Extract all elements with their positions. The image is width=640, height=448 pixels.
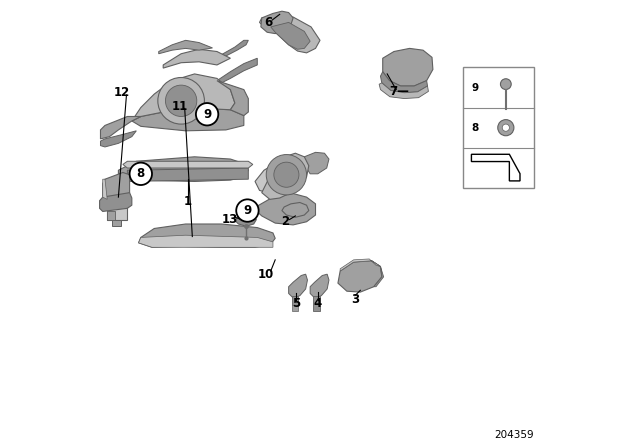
Text: 9: 9 — [472, 83, 479, 93]
Polygon shape — [100, 131, 136, 147]
Circle shape — [274, 162, 299, 187]
Polygon shape — [118, 157, 248, 181]
Polygon shape — [289, 274, 307, 298]
Text: 2: 2 — [282, 215, 289, 228]
Polygon shape — [383, 48, 433, 86]
Circle shape — [158, 78, 204, 124]
Polygon shape — [102, 179, 107, 199]
Text: 9: 9 — [203, 108, 211, 121]
Polygon shape — [305, 152, 329, 174]
Polygon shape — [107, 206, 127, 220]
Text: 6: 6 — [264, 16, 273, 29]
Text: 13: 13 — [221, 213, 237, 226]
Polygon shape — [338, 261, 382, 292]
Polygon shape — [107, 211, 115, 220]
Text: 10: 10 — [258, 267, 275, 281]
Circle shape — [236, 199, 259, 222]
Text: 9: 9 — [243, 204, 252, 217]
Polygon shape — [261, 11, 293, 34]
Polygon shape — [127, 168, 248, 181]
Polygon shape — [159, 40, 212, 54]
Polygon shape — [107, 184, 127, 199]
Polygon shape — [138, 235, 273, 247]
Polygon shape — [380, 72, 428, 93]
Polygon shape — [235, 215, 257, 226]
Text: 7—: 7— — [389, 85, 410, 99]
Polygon shape — [340, 259, 380, 271]
Polygon shape — [217, 58, 257, 83]
Polygon shape — [132, 74, 235, 121]
Text: 3: 3 — [351, 293, 359, 306]
Polygon shape — [255, 194, 316, 225]
Polygon shape — [255, 164, 293, 194]
Polygon shape — [310, 274, 329, 298]
Polygon shape — [111, 220, 120, 226]
Polygon shape — [163, 49, 230, 68]
Circle shape — [502, 124, 509, 131]
Polygon shape — [379, 83, 428, 99]
Polygon shape — [371, 261, 383, 287]
Text: 8: 8 — [137, 167, 145, 181]
Polygon shape — [472, 154, 520, 181]
Text: 5: 5 — [292, 297, 300, 310]
Circle shape — [196, 103, 218, 125]
Polygon shape — [262, 153, 308, 199]
Text: 11: 11 — [172, 100, 188, 113]
Polygon shape — [107, 199, 127, 206]
Circle shape — [266, 155, 307, 195]
Polygon shape — [123, 161, 253, 168]
Polygon shape — [100, 193, 132, 211]
Polygon shape — [271, 22, 310, 49]
Text: 1: 1 — [184, 195, 192, 208]
Circle shape — [500, 79, 511, 90]
Polygon shape — [100, 116, 141, 139]
Circle shape — [498, 120, 514, 136]
Polygon shape — [217, 81, 248, 116]
Polygon shape — [102, 172, 129, 199]
Polygon shape — [138, 224, 275, 247]
Text: 8: 8 — [472, 123, 479, 133]
Polygon shape — [314, 296, 320, 311]
Text: 12: 12 — [114, 86, 130, 99]
Polygon shape — [292, 296, 298, 305]
Circle shape — [129, 163, 152, 185]
Polygon shape — [260, 17, 320, 53]
Text: 204359: 204359 — [495, 430, 534, 440]
Polygon shape — [132, 108, 244, 131]
Polygon shape — [221, 40, 248, 56]
Text: 4: 4 — [314, 297, 322, 310]
Circle shape — [165, 85, 197, 116]
Polygon shape — [282, 202, 308, 217]
FancyBboxPatch shape — [463, 67, 534, 188]
Polygon shape — [292, 305, 298, 311]
